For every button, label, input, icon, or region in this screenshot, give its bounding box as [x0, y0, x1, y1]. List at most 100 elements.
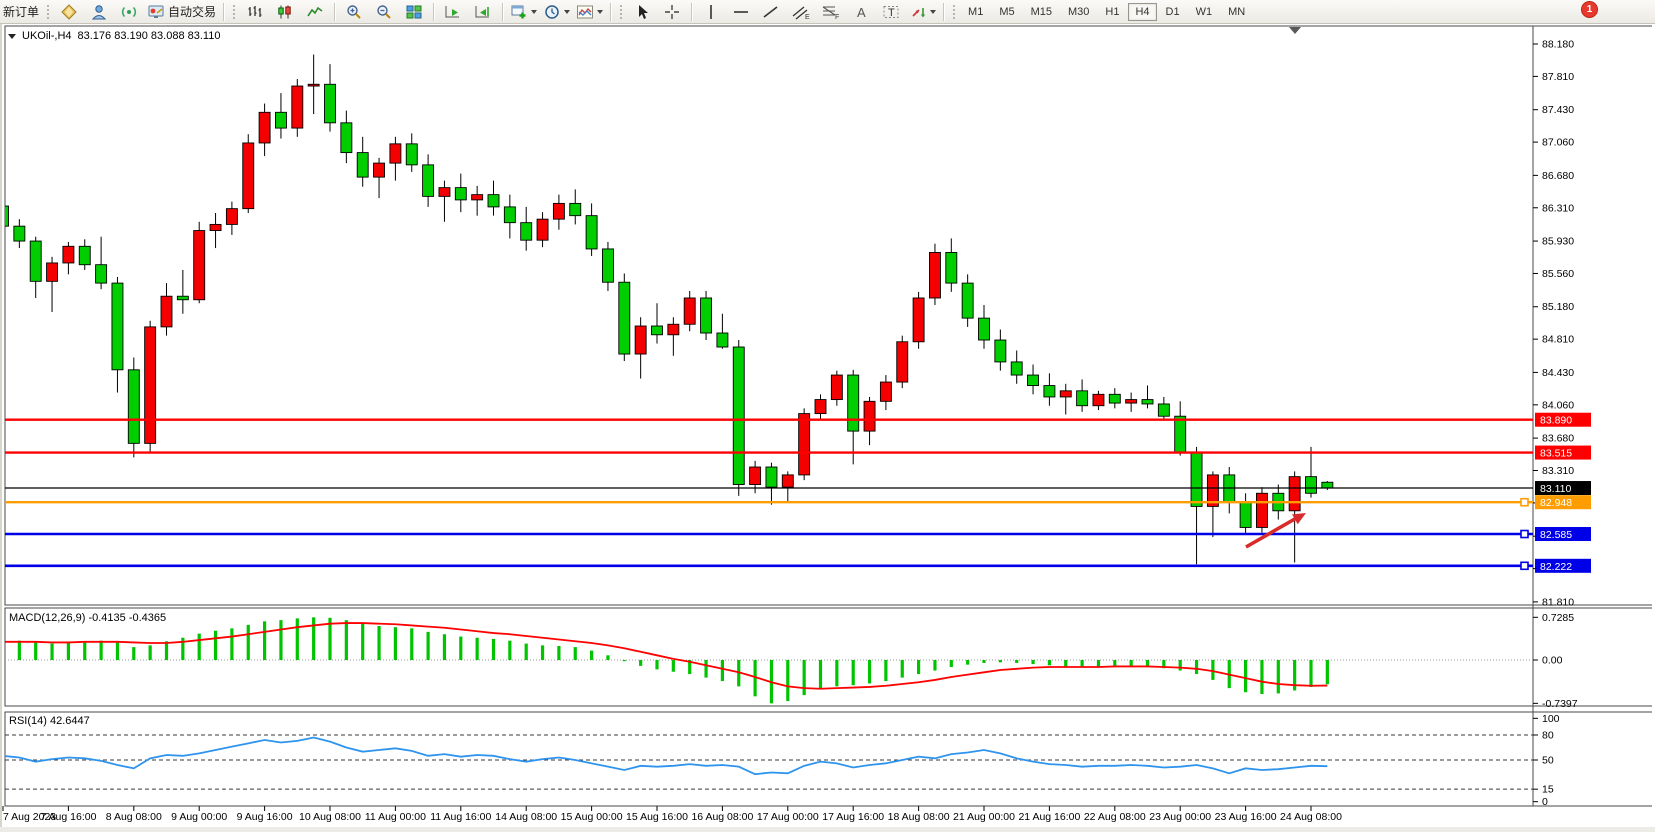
svg-text:17 Aug 16:00: 17 Aug 16:00 [822, 811, 884, 823]
text-icon: A [853, 4, 869, 20]
svg-text:0: 0 [1542, 796, 1548, 808]
trendline-button[interactable] [756, 2, 786, 22]
zoom-in-button[interactable] [339, 2, 369, 22]
arrows-tool-icon [909, 4, 927, 20]
chart-shift-marker[interactable] [1289, 27, 1301, 34]
timeframe-d1[interactable]: D1 [1165, 5, 1180, 18]
toolbar-separator [691, 2, 693, 21]
svg-text:7 Aug 16:00: 7 Aug 16:00 [40, 811, 96, 823]
bar-chart-icon [246, 4, 264, 20]
dropdown-arrow-icon [597, 9, 604, 14]
auto-scroll-button[interactable] [438, 2, 468, 22]
text-button[interactable]: A [846, 2, 876, 22]
notification-badge[interactable]: 1 [1581, 1, 1598, 18]
cursor-arrow-icon [634, 4, 650, 20]
tile-windows-icon [405, 4, 423, 20]
chart-window: 88.180 87.810 87.430 87.060 86.680 86.310 85.9… [0, 24, 1655, 832]
tile-windows-button[interactable] [399, 2, 429, 22]
timeframe-m30[interactable]: M30 [1068, 5, 1090, 18]
metaeditor-button[interactable] [54, 2, 84, 22]
crosshair-button[interactable] [657, 2, 687, 22]
svg-text:F: F [835, 14, 839, 20]
svg-text:86.310: 86.310 [1542, 202, 1574, 214]
macd-axis[interactable]: 0.7285 0.00 -0.7397 [1533, 612, 1578, 710]
svg-text:100: 100 [1542, 713, 1560, 725]
toolbar-grip [232, 3, 238, 20]
svg-text:15 Aug 00:00: 15 Aug 00:00 [561, 811, 623, 823]
new-chart-button[interactable] [507, 2, 540, 22]
timeframe-m5[interactable]: M5 [999, 5, 1015, 18]
community-button[interactable] [84, 2, 114, 22]
hline-82948[interactable] [5, 497, 1533, 507]
chart-title: UKOil-,H4 83.176 83.190 83.088 83.110 [8, 30, 220, 42]
text-label-icon: T [882, 4, 900, 20]
svg-text:0.7285: 0.7285 [1542, 612, 1574, 624]
svg-text:83.680: 83.680 [1542, 433, 1574, 445]
bar-chart-button[interactable] [240, 2, 270, 22]
hline-82585[interactable] [5, 529, 1533, 539]
line-chart-button[interactable] [300, 2, 330, 22]
symbol-period-label: UKOil-,H4 [22, 30, 72, 42]
svg-text:A: A [857, 5, 866, 20]
price-badge-83110: 83.110 [1535, 481, 1591, 496]
svg-text:-0.7397: -0.7397 [1542, 698, 1578, 710]
candlestick-chart-icon [276, 4, 294, 20]
svg-text:E: E [805, 14, 810, 20]
candlestick-chart-button[interactable] [270, 2, 300, 22]
svg-text:82.222: 82.222 [1540, 561, 1572, 573]
clock-icon [543, 4, 561, 20]
svg-text:22 Aug 08:00: 22 Aug 08:00 [1084, 811, 1146, 823]
toolbar-separator [610, 2, 612, 21]
channel-icon: E [791, 4, 811, 20]
dropdown-arrow-icon [564, 9, 571, 14]
vertical-line-button[interactable] [696, 2, 726, 22]
timeframe-m15[interactable]: M15 [1030, 5, 1052, 18]
timeframe-mn[interactable]: MN [1228, 5, 1246, 18]
svg-text:11 Aug 00:00: 11 Aug 00:00 [365, 811, 426, 823]
arrow-object[interactable] [1245, 513, 1306, 549]
new-order-button[interactable]: 新订单 [3, 5, 40, 19]
hline-82222[interactable] [5, 561, 1533, 571]
timeframe-h1[interactable]: H1 [1105, 5, 1120, 18]
signals-button[interactable] [114, 2, 144, 22]
timeframe-w1[interactable]: W1 [1195, 5, 1213, 18]
crosshair-icon [663, 4, 681, 20]
text-label-button[interactable]: T [876, 2, 906, 22]
fibonacci-button[interactable]: F [816, 2, 846, 22]
autotrading-button[interactable]: 自动交易 [144, 2, 219, 22]
auto-scroll-icon [444, 4, 462, 20]
ohlc-values: 83.176 83.190 83.088 83.110 [77, 30, 221, 42]
svg-text:81.810: 81.810 [1542, 596, 1574, 608]
horizontal-line-button[interactable] [726, 2, 756, 22]
svg-text:9 Aug 16:00: 9 Aug 16:00 [237, 811, 293, 823]
zoom-out-button[interactable] [369, 2, 399, 22]
svg-text:84.810: 84.810 [1542, 334, 1574, 346]
macd-indicator-label: MACD(12,26,9) -0.4135 -0.4365 [9, 612, 167, 624]
horizontal-line-icon [732, 4, 750, 20]
cursor-button[interactable] [627, 2, 657, 22]
macd-signal-line [5, 622, 1328, 690]
period-button[interactable] [540, 2, 573, 22]
chart-shift-button[interactable] [468, 2, 498, 22]
price-badge-82585: 82.585 [1535, 527, 1591, 542]
vertical-line-icon [704, 4, 718, 20]
rsi-indicator-label: RSI(14) 42.6447 [9, 715, 90, 727]
arrows-tool-button[interactable] [906, 2, 939, 22]
rsi-axis[interactable]: 100 80 50 150 [1533, 713, 1560, 808]
price-badge-83890: 83.890 [1535, 412, 1591, 427]
main-toolbar: 新订单 自动交易 [0, 0, 1655, 24]
collapse-icon[interactable] [8, 33, 16, 39]
chart-shift-icon [474, 4, 492, 20]
signals-icon [120, 4, 138, 20]
timeframe-h4[interactable]: H4 [1128, 2, 1157, 21]
timeframe-m1[interactable]: M1 [968, 5, 984, 18]
equidistant-channel-button[interactable]: E [786, 2, 816, 22]
toolbar-separator [334, 2, 336, 21]
svg-text:T: T [888, 7, 895, 19]
svg-text:84.430: 84.430 [1542, 367, 1574, 379]
indicators-button[interactable] [573, 2, 606, 22]
dropdown-arrow-icon [531, 9, 538, 14]
chart-canvas[interactable]: 88.180 87.810 87.430 87.060 86.680 86.310 85.9… [0, 24, 1655, 832]
